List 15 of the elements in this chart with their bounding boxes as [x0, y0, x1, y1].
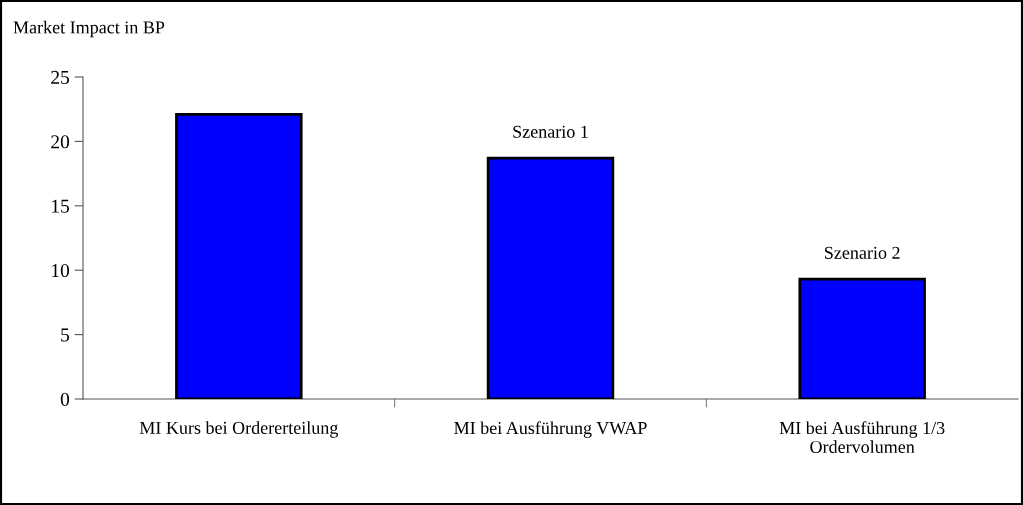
bar [486, 156, 615, 399]
y-tick-label: 15 [52, 199, 70, 213]
annotation: Szenario 1 [513, 125, 588, 138]
y-tick-label: 25 [51, 70, 70, 84]
x-tick-label: MI Kurs bei Ordererteilung [139, 421, 339, 438]
y-tick-label: 20 [51, 135, 70, 149]
y-tick-label: 5 [61, 328, 70, 342]
x-tick-label: MI bei Ausführung 1/3 Ordervolumen [779, 421, 945, 454]
y-axis-title: Market Impact in BP [13, 20, 165, 38]
bar [175, 112, 303, 399]
annotation: Szenario 2 [825, 246, 900, 259]
x-tick-label: MI bei Ausführung VWAP [454, 421, 647, 438]
y-tick-label: 0 [60, 392, 70, 406]
bar [798, 277, 926, 399]
y-tick-label: 10 [52, 264, 70, 278]
